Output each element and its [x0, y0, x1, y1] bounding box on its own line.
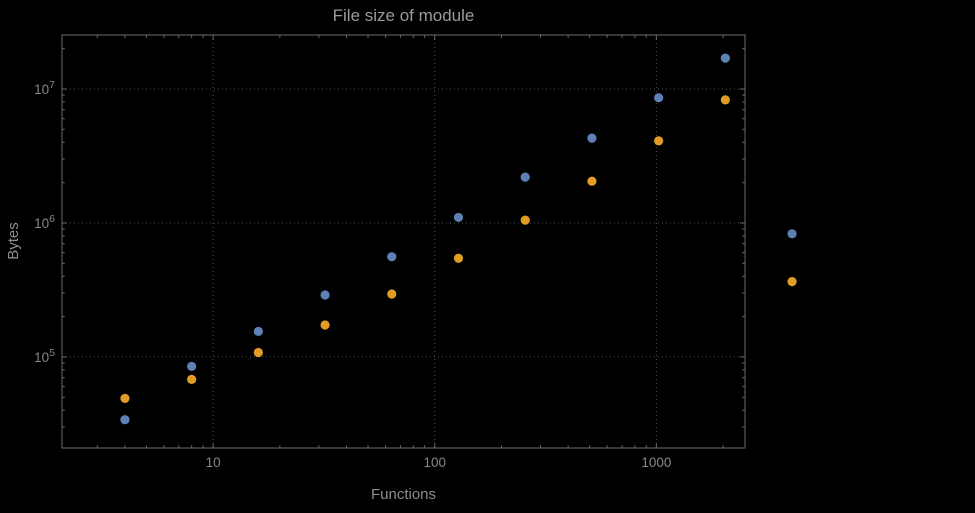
- data-point-series-1-blue: [253, 326, 263, 337]
- data-point-series-1-blue: [654, 93, 664, 103]
- data-point-series-1-blue: [387, 252, 397, 262]
- data-point-series-1-blue: [120, 415, 130, 425]
- data-point-series-2-orange: [253, 347, 263, 358]
- data-point-series-1-blue: [453, 212, 464, 223]
- y-tick-label: 107: [34, 79, 55, 97]
- plot-frame: [61, 34, 746, 449]
- chart-title: File size of module: [332, 6, 475, 25]
- x-axis-label: Functions: [370, 486, 437, 503]
- data-point-series-2-orange: [720, 95, 730, 105]
- data-point-series-1-blue: [320, 290, 330, 300]
- y-tick-label: 105: [34, 347, 55, 365]
- data-point-series-2-orange: [187, 374, 197, 384]
- data-point-series-1-blue: [187, 361, 197, 371]
- x-tick-label: 10: [206, 455, 221, 470]
- data-point-series-1-blue: [720, 53, 730, 63]
- x-tick-label: 100: [423, 455, 446, 470]
- data-point-series-2-orange: [387, 289, 397, 299]
- data-point-series-1-blue: [787, 229, 797, 239]
- data-point-series-2-orange: [587, 176, 597, 186]
- data-point-series-2-orange: [654, 136, 664, 146]
- y-tick-label: 106: [34, 213, 55, 231]
- data-point-series-2-orange: [787, 277, 797, 287]
- data-point-series-2-orange: [320, 320, 330, 330]
- data-point-series-2-orange: [520, 215, 530, 225]
- data-point-series-1-blue: [587, 133, 597, 143]
- data-point-series-2-orange: [453, 253, 464, 263]
- x-tick-label: 1000: [641, 455, 671, 470]
- data-point-series-2-orange: [120, 393, 130, 404]
- data-point-series-1-blue: [520, 172, 530, 182]
